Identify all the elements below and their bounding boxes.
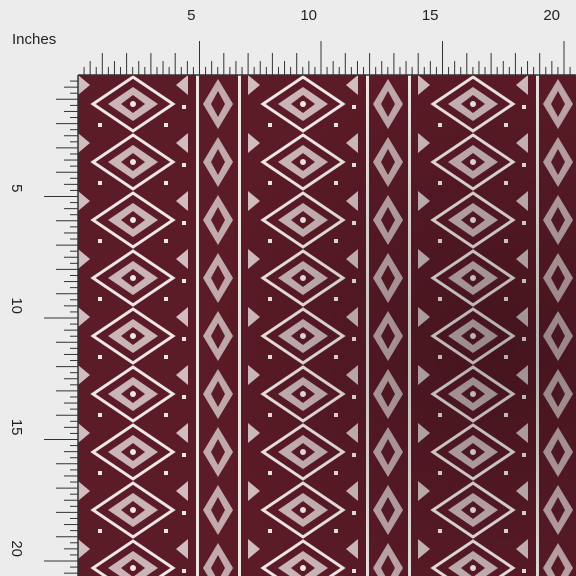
left-ruler-label: 10 <box>8 297 25 314</box>
left-ruler-label: 20 <box>8 540 25 557</box>
left-ruler-label: 15 <box>8 419 25 436</box>
left-ruler-label: 5 <box>8 184 25 192</box>
top-ruler-label: 5 <box>187 7 195 24</box>
top-ruler <box>0 0 576 75</box>
left-ruler <box>0 75 78 576</box>
top-ruler-label: 15 <box>422 7 439 24</box>
fabric-shadow <box>78 75 576 576</box>
unit-label: Inches <box>12 31 56 48</box>
ruler-ticks <box>44 41 571 574</box>
top-ruler-label: 20 <box>543 7 560 24</box>
top-ruler-label: 10 <box>300 7 317 24</box>
